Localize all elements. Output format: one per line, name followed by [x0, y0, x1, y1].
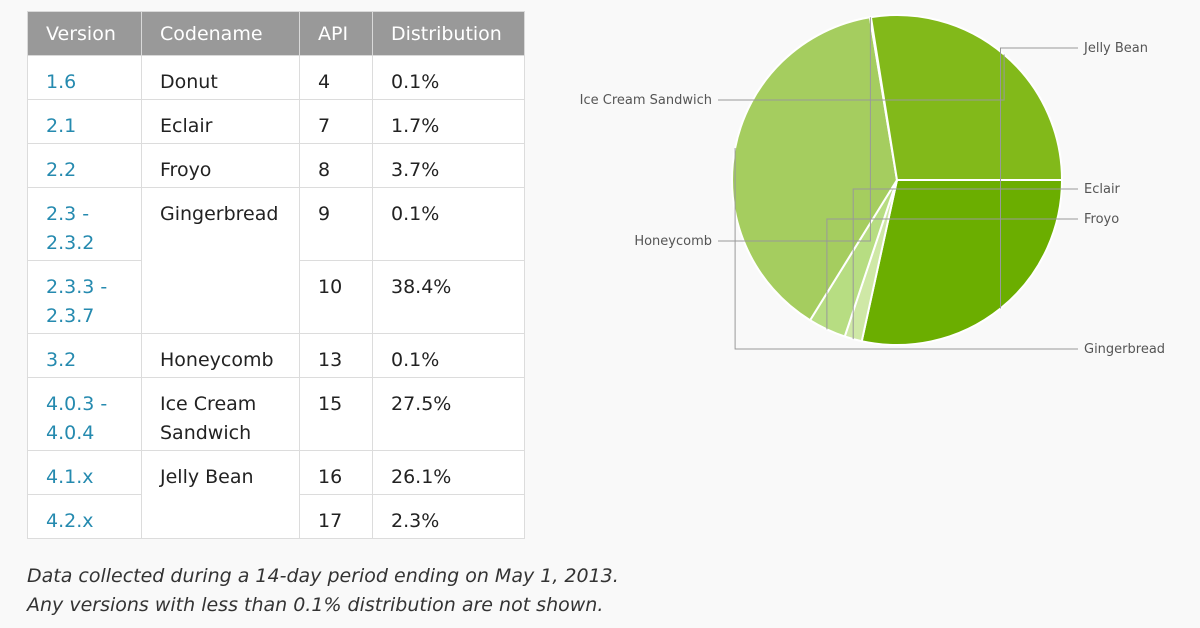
pie-label: Eclair [1084, 182, 1121, 197]
version-link[interactable]: 2.3.3 - 2.3.7 [27, 260, 142, 334]
api-cell: 17 [299, 494, 373, 539]
version-link[interactable]: 4.0.3 - 4.0.4 [27, 377, 142, 451]
pie-label: Honeycomb [634, 234, 712, 249]
header-version: Version [27, 11, 142, 56]
pie-label: Gingerbread [1084, 342, 1165, 357]
version-link[interactable]: 2.2 [27, 143, 142, 188]
pie-leader-line [718, 54, 1005, 101]
api-cell: 13 [299, 333, 373, 378]
footnote-line: Data collected during a 14-day period en… [27, 565, 619, 587]
table-row: 4.0.3 - 4.0.4 Ice Cream Sandwich 15 27.5… [27, 377, 525, 451]
distribution-cell: 38.4% [372, 260, 525, 334]
distribution-cell: 0.1% [372, 187, 525, 261]
distribution-cell: 0.1% [372, 55, 525, 100]
table-row: 4.2.x 17 2.3% [27, 494, 525, 539]
codename-cell: Gingerbread [141, 187, 300, 334]
distribution-cell: 0.1% [372, 333, 525, 378]
api-cell: 15 [299, 377, 373, 451]
codename-cell: Eclair [141, 99, 300, 144]
table-row: 2.1 Eclair 7 1.7% [27, 99, 525, 144]
api-cell: 4 [299, 55, 373, 100]
pie-leader-line [1000, 47, 1078, 309]
api-cell: 8 [299, 143, 373, 188]
version-link[interactable]: 3.2 [27, 333, 142, 378]
codename-cell: Donut [141, 55, 300, 100]
pie-label: Ice Cream Sandwich [580, 93, 712, 108]
distribution-cell: 2.3% [372, 494, 525, 539]
codename-cell: Honeycomb [141, 333, 300, 378]
table-row: 2.3.3 - 2.3.7 10 38.4% [27, 260, 525, 334]
table-row: 2.2 Froyo 8 3.7% [27, 143, 525, 188]
distribution-cell: 27.5% [372, 377, 525, 451]
table-row: 1.6 Donut 4 0.1% [27, 55, 525, 100]
version-link[interactable]: 4.1.x [27, 450, 142, 495]
version-link[interactable]: 2.1 [27, 99, 142, 144]
version-link[interactable]: 2.3 - 2.3.2 [27, 187, 142, 261]
table-header-row: Version Codename API Distribution [27, 11, 525, 56]
api-cell: 10 [299, 260, 373, 334]
codename-cell: Jelly Bean [141, 450, 300, 539]
footnote: Data collected during a 14-day period en… [27, 562, 619, 620]
pie-leader-line [734, 148, 1078, 350]
api-cell: 7 [299, 99, 373, 144]
table-row: 4.1.x Jelly Bean 16 26.1% [27, 450, 525, 539]
header-codename: Codename [141, 11, 300, 56]
footnote-line: Any versions with less than 0.1% distrib… [27, 594, 604, 616]
pie-chart: Jelly Bean Eclair Froyo Gingerbread Honeycom… [580, 14, 1165, 357]
version-link[interactable]: 1.6 [27, 55, 142, 100]
api-cell: 16 [299, 450, 373, 495]
table-row: 2.3 - 2.3.2 Gingerbread 9 0.1% [27, 187, 525, 334]
api-cell: 9 [299, 187, 373, 261]
table-row: 3.2 Honeycomb 13 0.1% [27, 333, 525, 378]
codename-cell: Froyo [141, 143, 300, 188]
codename-cell: Ice Cream Sandwich [141, 377, 300, 451]
distribution-cell: 3.7% [372, 143, 525, 188]
pie-slice-jelly-bean [860, 179, 1064, 346]
version-link[interactable]: 4.2.x [27, 494, 142, 539]
distribution-cell: 26.1% [372, 450, 525, 495]
header-api: API [299, 11, 373, 56]
pie-leader-line [852, 188, 1078, 340]
pie-label: Froyo [1084, 212, 1119, 227]
pie-label: Jelly Bean [1083, 41, 1148, 56]
distribution-cell: 1.7% [372, 99, 525, 144]
header-distribution: Distribution [372, 11, 525, 56]
distribution-table: Version Codename API Distribution 1.6 Do… [27, 11, 525, 539]
pie-leader-line [826, 218, 1078, 330]
pie-slice-ice-cream-sandwich [869, 14, 1064, 181]
pie-leader-line [718, 17, 871, 242]
